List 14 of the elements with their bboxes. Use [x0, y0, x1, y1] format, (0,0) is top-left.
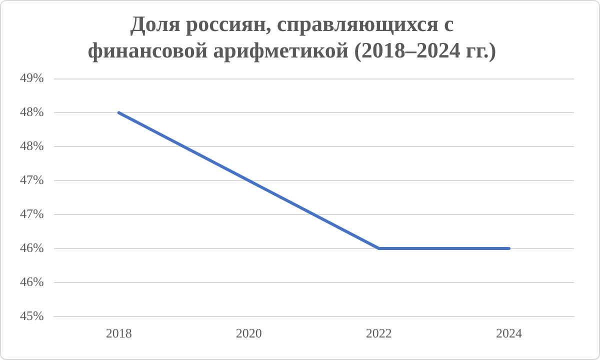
x-tick-label: 2020 [236, 326, 262, 341]
y-tick-label: 48% [20, 138, 44, 154]
text: финансовой арифметикой (2018–2024 гг.) [88, 37, 496, 62]
y-tick-label: 49% [20, 70, 44, 86]
text: Доля россиян, справляющихся с [130, 10, 454, 36]
y-tick-label: 46% [20, 274, 44, 289]
y-tick-label: 47% [20, 172, 44, 188]
x-tick-label: 2022 [366, 326, 392, 341]
y-tick-label: 46% [20, 240, 44, 255]
y-tick-label: 47% [20, 206, 44, 221]
y-tick-label: 45% [20, 308, 44, 323]
x-tick-label: 2024 [496, 326, 522, 341]
x-tick-label: 2018 [106, 326, 132, 341]
y-tick-label: 48% [20, 104, 44, 120]
